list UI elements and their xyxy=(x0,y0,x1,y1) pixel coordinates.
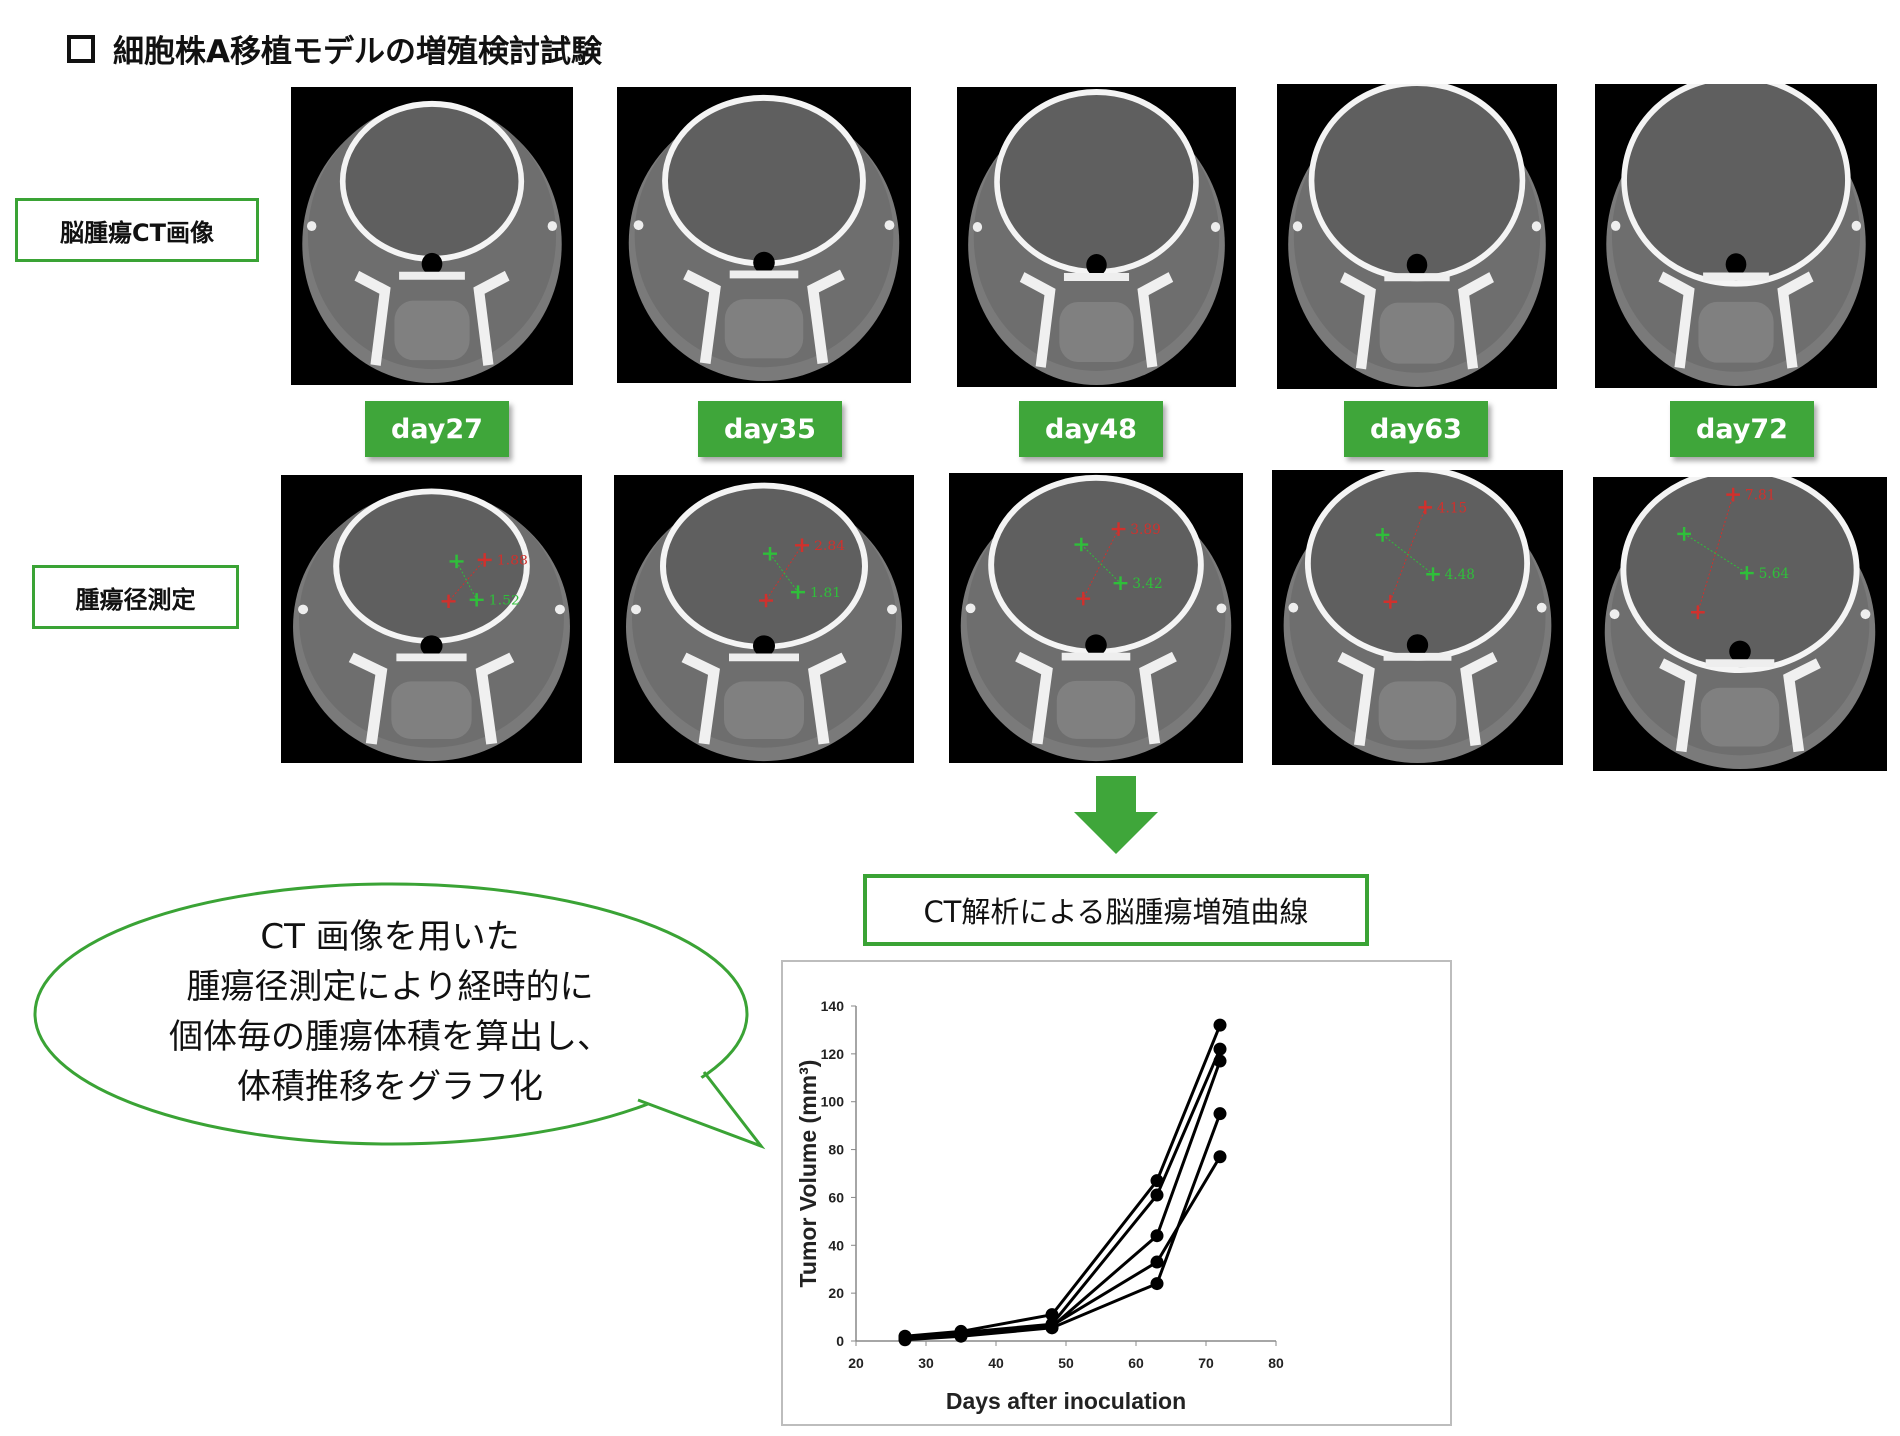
ct-images-label: 脳腫瘍CT画像 xyxy=(15,198,259,262)
y-tick-label: 20 xyxy=(828,1285,844,1301)
bubble-text: CT 画像を用いた 腫瘍径測定により経時的に 個体毎の腫瘍体積を算出し、 体積推… xyxy=(60,912,720,1112)
data-point xyxy=(1213,1150,1227,1164)
measurement-label: 腫瘍径測定 xyxy=(32,565,239,629)
speech-bubble xyxy=(33,882,766,1150)
data-point xyxy=(1213,1018,1227,1032)
growth-curve-title: CT解析による脳腫瘍増殖曲線 xyxy=(863,874,1369,946)
bubble-line: 腫瘍径測定により経時的に xyxy=(186,967,594,1007)
data-point xyxy=(954,1329,968,1343)
ct-image xyxy=(957,87,1236,387)
page-title-text: 細胞株A移植モデルの増殖検討試験 xyxy=(113,34,602,70)
ct-measurement-image: 1.88 1.52 xyxy=(281,475,582,763)
data-point xyxy=(1150,1255,1164,1269)
data-point xyxy=(1150,1277,1164,1291)
y-tick-label: 0 xyxy=(836,1333,844,1349)
data-point xyxy=(1213,1042,1227,1056)
measure-red-label: 1.88 xyxy=(497,553,528,569)
ct-image xyxy=(291,87,573,385)
series-line xyxy=(904,1024,1222,1338)
y-tick-label: 100 xyxy=(821,1094,845,1110)
measure-red-label: 3.89 xyxy=(1130,522,1161,538)
y-tick-label: 40 xyxy=(828,1237,844,1253)
measure-red-label: 4.15 xyxy=(1437,500,1467,516)
measure-red-label: 7.81 xyxy=(1745,488,1776,504)
y-tick-label: 120 xyxy=(821,1046,845,1062)
data-point xyxy=(898,1333,912,1347)
checkbox-square-icon xyxy=(67,34,95,63)
ct-measurement-image: 7.81 5.64 xyxy=(1593,477,1887,771)
data-point xyxy=(1213,1107,1227,1121)
day-label: day48 xyxy=(1019,401,1163,457)
day-label: day63 xyxy=(1344,401,1488,457)
bubble-line: 体積推移をグラフ化 xyxy=(237,1067,543,1107)
x-tick-label: 40 xyxy=(988,1355,1004,1371)
growth-chart: 20 30 40 50 60 70 80 0 20 40 60 80 100 120 140 Days aft… xyxy=(781,960,1452,1426)
measure-green-label: 3.42 xyxy=(1132,576,1163,592)
page-title: 細胞株A移植モデルの増殖検討試験 xyxy=(67,26,602,71)
data-point xyxy=(1213,1054,1227,1068)
series-line xyxy=(904,1060,1222,1341)
ct-image xyxy=(1277,84,1557,389)
measure-green-label: 1.52 xyxy=(489,593,520,609)
data-point xyxy=(1045,1321,1059,1335)
series-line xyxy=(904,1113,1222,1342)
data-point xyxy=(1150,1229,1164,1243)
x-axis-label: Days after inoculation xyxy=(946,1388,1186,1414)
measure-red-label: 2.84 xyxy=(814,538,845,554)
measure-green-label: 1.81 xyxy=(810,585,841,601)
ct-measurement-image: 3.89 3.42 xyxy=(949,473,1243,763)
x-tick-label: 80 xyxy=(1268,1355,1284,1371)
x-tick-label: 70 xyxy=(1198,1355,1214,1371)
data-point xyxy=(1150,1188,1164,1202)
measure-green-label: 5.64 xyxy=(1759,566,1790,582)
down-arrow-icon xyxy=(1074,776,1158,854)
bubble-line: CT 画像を用いた xyxy=(260,917,520,957)
ct-image xyxy=(1595,84,1877,388)
measure-green-label: 4.48 xyxy=(1445,567,1475,583)
day-label: day35 xyxy=(698,401,842,457)
x-tick-label: 20 xyxy=(848,1355,864,1371)
day-label: day27 xyxy=(365,401,509,457)
ct-measurement-image: 4.15 4.48 xyxy=(1272,470,1563,765)
day-label: day72 xyxy=(1670,401,1814,457)
x-tick-label: 60 xyxy=(1128,1355,1144,1371)
y-tick-label: 60 xyxy=(828,1189,844,1205)
ct-image xyxy=(617,87,911,383)
y-tick-label: 140 xyxy=(821,998,845,1014)
bubble-line: 個体毎の腫瘍体積を算出し、 xyxy=(169,1017,611,1057)
ct-measurement-image: 2.84 1.81 xyxy=(614,475,914,763)
y-axis-label: Tumor Volume (mm³) xyxy=(795,1060,821,1288)
x-tick-label: 50 xyxy=(1058,1355,1074,1371)
x-tick-label: 30 xyxy=(918,1355,934,1371)
y-tick-label: 80 xyxy=(828,1142,844,1158)
